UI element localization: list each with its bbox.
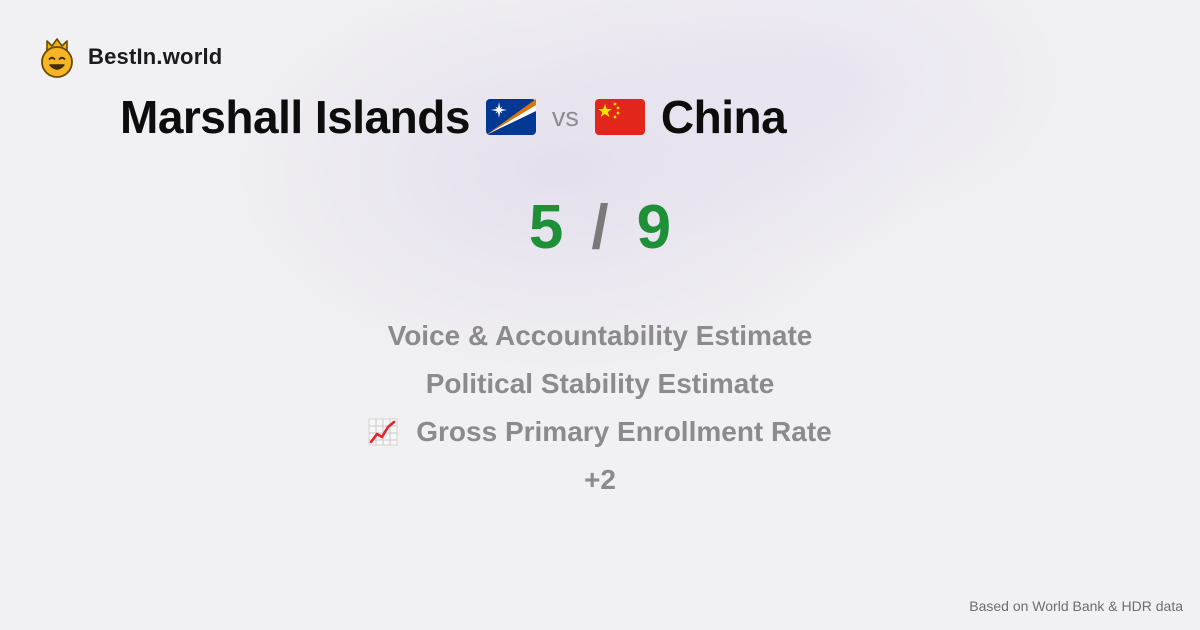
data-source-note: Based on World Bank & HDR data (969, 598, 1183, 614)
score-separator: / (591, 193, 609, 262)
crown-face-icon (41, 38, 73, 78)
metric-label: Gross Primary Enrollment Rate (416, 416, 832, 447)
china-flag-icon (594, 99, 645, 135)
more-metrics-count: +2 (0, 456, 1200, 504)
score-display: 5 / 9 (0, 192, 1200, 263)
metric-item: Political Stability Estimate (0, 360, 1200, 408)
metric-label: Political Stability Estimate (425, 368, 775, 399)
right-score: 9 (636, 193, 672, 262)
marshall-islands-flag-icon (485, 99, 536, 135)
right-country-name: China (660, 91, 787, 143)
brand-logo[interactable]: BestIn.world (38, 36, 222, 78)
metric-item: Gross Primary Enrollment Rate (0, 408, 1200, 456)
brand-name: BestIn.world (88, 44, 223, 69)
metric-label: Voice & Accountability Estimate (387, 320, 813, 351)
chart-increasing-icon (368, 418, 398, 446)
metric-label: +2 (584, 464, 616, 495)
vs-label: vs (551, 101, 579, 132)
metrics-list: Voice & Accountability Estimate Politica… (0, 312, 1200, 504)
comparison-title: Marshall Islands vs China (120, 88, 787, 146)
metric-item: Voice & Accountability Estimate (0, 312, 1200, 360)
left-country-name: Marshall Islands (120, 91, 470, 143)
left-score: 5 (528, 193, 564, 262)
